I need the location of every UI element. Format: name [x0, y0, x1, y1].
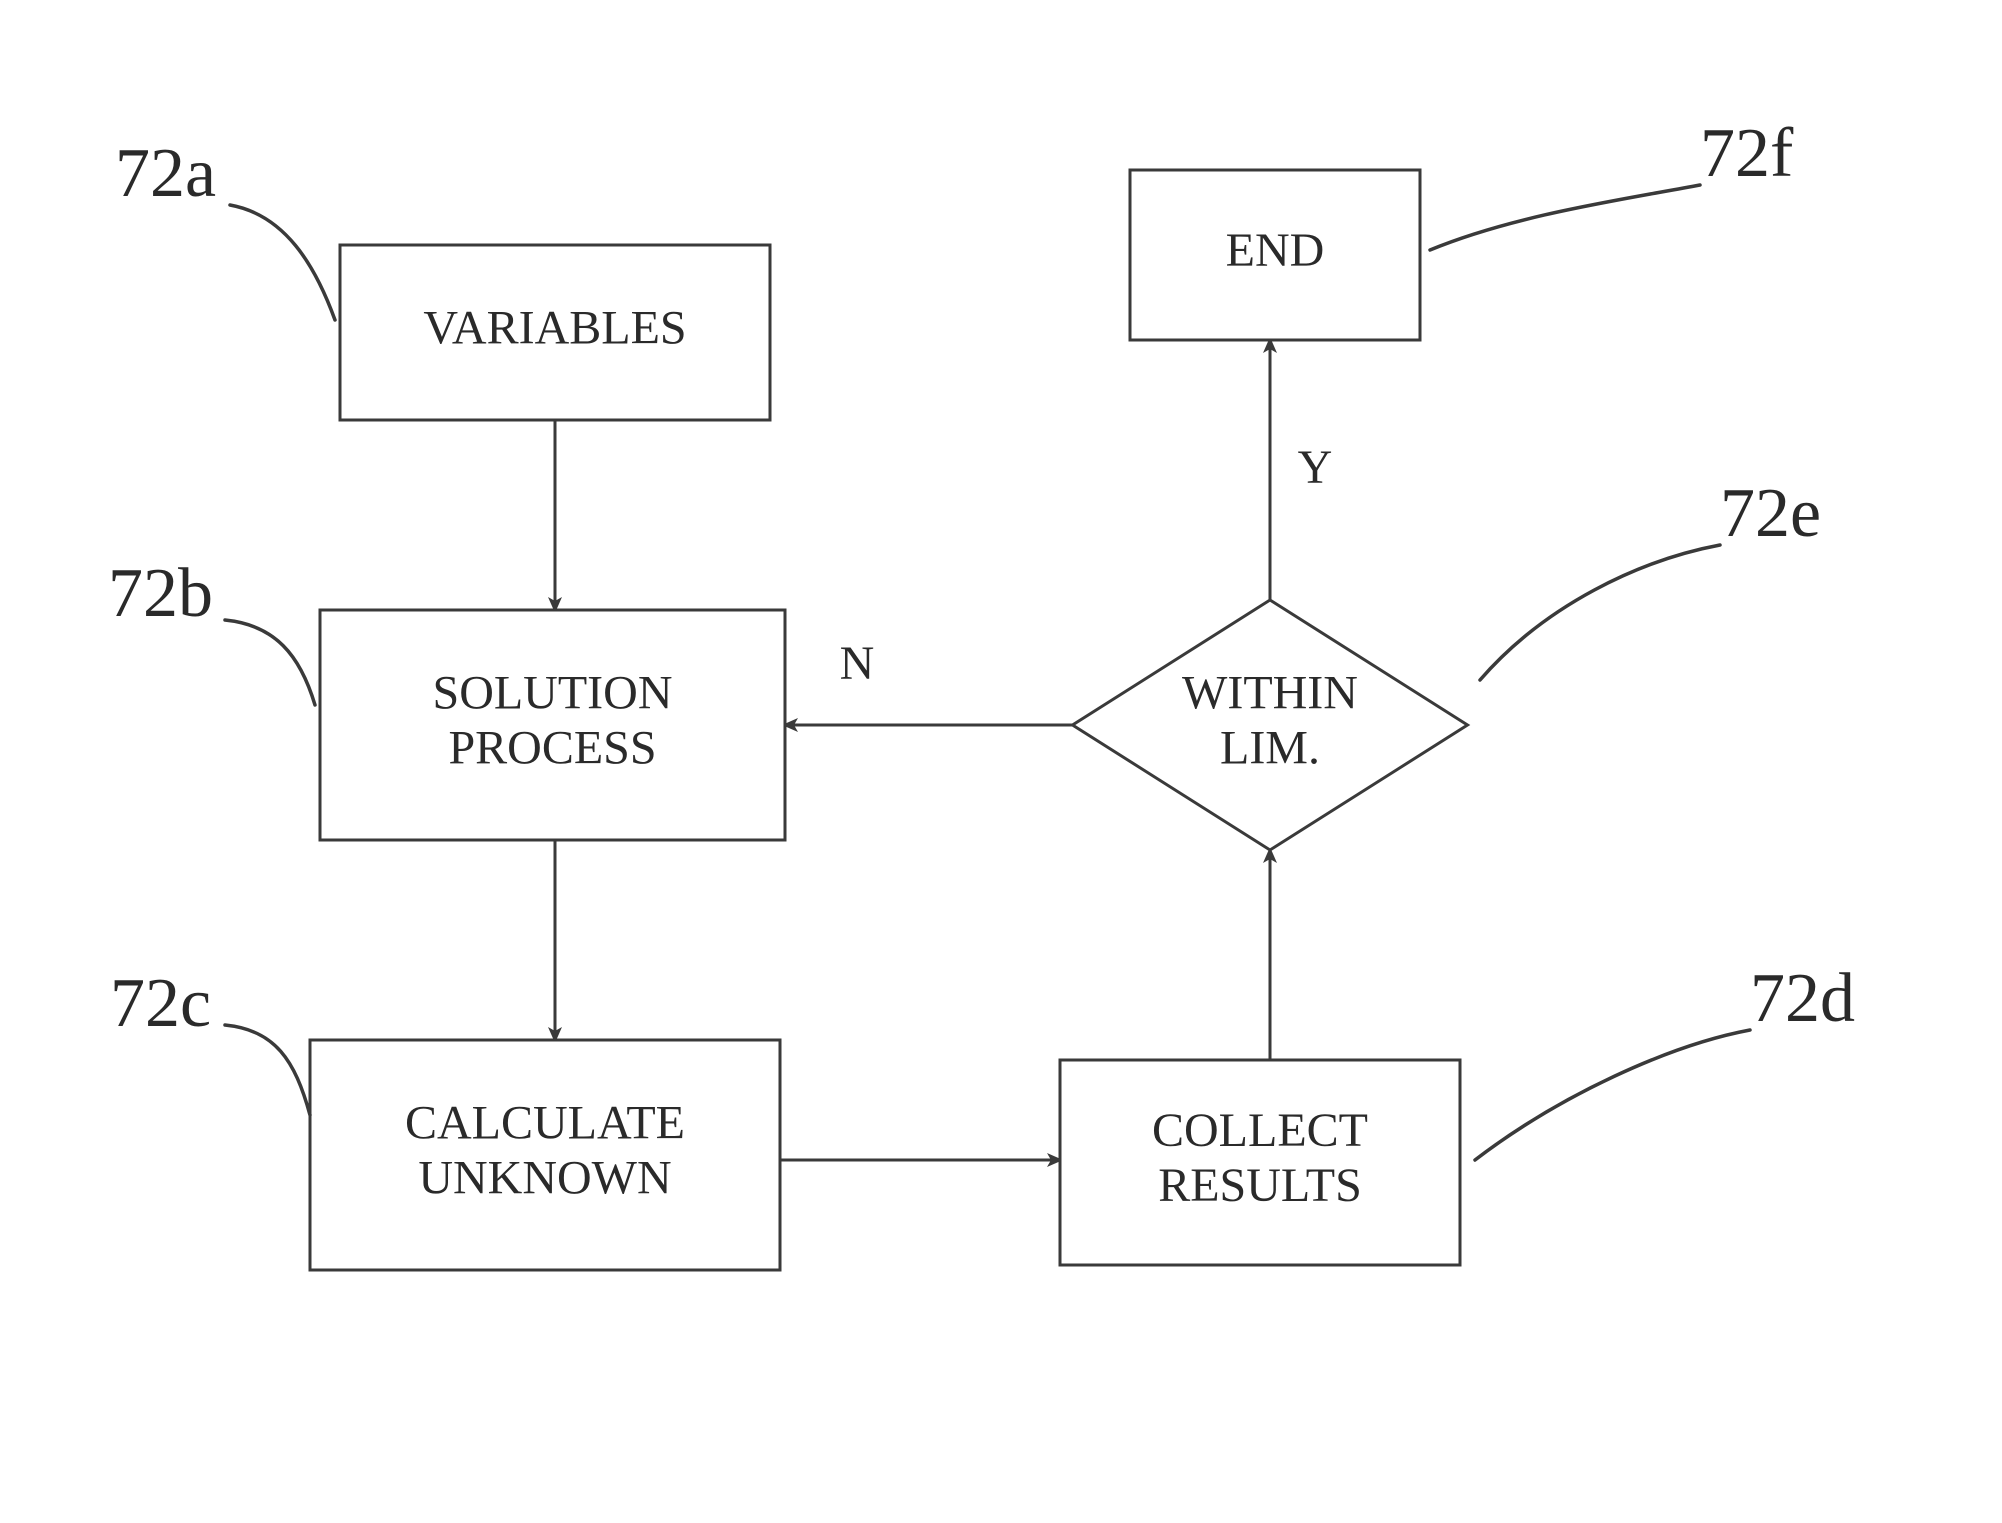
flowchart-svg: N Y VARIABLES SOLUTIONPROCESS CALCULATEUNKN… [0, 0, 2002, 1523]
callout-leader-c [225, 1025, 310, 1115]
node-e-label-0: WITHIN [1182, 666, 1358, 719]
callout-leader-a [230, 205, 335, 320]
node-f-label-0: END [1226, 224, 1325, 277]
node-b-label-0: SOLUTION [433, 666, 673, 719]
callout-leader-b [225, 620, 315, 705]
node-c-label-0: CALCULATE [405, 1096, 685, 1149]
node-e-label-1: LIM. [1220, 722, 1320, 775]
callout-label-a: 72a [115, 135, 216, 212]
callout-leader-f [1430, 185, 1700, 250]
node-d-label-1: RESULTS [1158, 1159, 1362, 1212]
node-b-label-1: PROCESS [448, 722, 656, 775]
callout-label-e: 72e [1720, 475, 1821, 552]
callout-label-c: 72c [110, 965, 211, 1042]
callout-leader-d [1475, 1030, 1750, 1160]
callout-label-b: 72b [108, 555, 213, 632]
node-c-label-1: UNKNOWN [418, 1152, 671, 1205]
callout-leader-e [1480, 545, 1720, 680]
node-a-label-0: VARIABLES [423, 302, 686, 355]
callout-label-d: 72d [1750, 960, 1855, 1037]
edge-label-e-f: Y [1298, 441, 1333, 494]
node-d-label-0: COLLECT [1152, 1104, 1368, 1157]
edge-label-e-b: N [840, 637, 875, 690]
callout-label-f: 72f [1700, 115, 1794, 192]
